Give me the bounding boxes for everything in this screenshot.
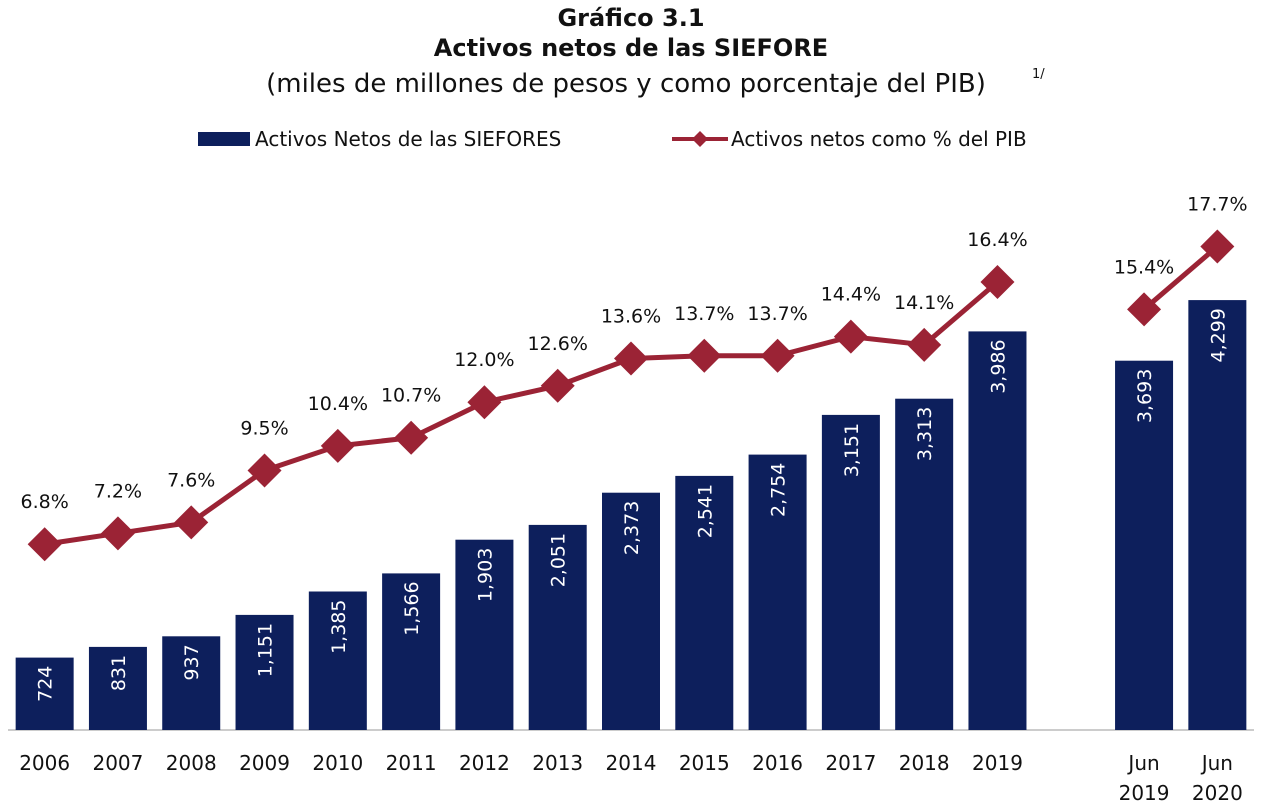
bar-value-label: 3,313 bbox=[914, 407, 936, 461]
bar-value-label: 2,754 bbox=[768, 463, 790, 517]
bar bbox=[88, 646, 147, 730]
line-marker bbox=[247, 453, 282, 488]
chart-title: Gráfico 3.1 bbox=[557, 4, 704, 32]
x-tick-label: 2011 bbox=[386, 751, 437, 775]
chart-subtitle-2: (miles de millones de pesos y como porce… bbox=[266, 69, 986, 99]
bar-value-label: 937 bbox=[181, 644, 203, 680]
line-value-label: 13.6% bbox=[601, 305, 661, 327]
line-marker bbox=[760, 338, 795, 373]
x-tick-label: 2014 bbox=[606, 751, 657, 775]
bar bbox=[748, 454, 807, 730]
line-value-label: 7.6% bbox=[167, 469, 215, 491]
bar bbox=[528, 524, 587, 730]
line-value-label: 10.7% bbox=[381, 385, 441, 407]
legend-swatch bbox=[198, 132, 250, 146]
bar bbox=[1188, 300, 1247, 730]
x-tick-label: 2016 bbox=[752, 751, 803, 775]
bar-value-label: 1,385 bbox=[328, 600, 350, 654]
x-tick-label: 2012 bbox=[459, 751, 510, 775]
line-marker bbox=[174, 505, 209, 540]
bar-value-label: 2,051 bbox=[548, 533, 570, 587]
line-marker bbox=[100, 516, 135, 551]
line-value-label: 9.5% bbox=[240, 417, 288, 439]
x-tick-label: 2015 bbox=[679, 751, 730, 775]
bar bbox=[455, 539, 514, 730]
subtitle-note: 1/ bbox=[1032, 67, 1045, 82]
line-value-label: 17.7% bbox=[1187, 193, 1247, 215]
line-value-label: 15.4% bbox=[1114, 256, 1174, 278]
line-marker bbox=[27, 527, 62, 562]
legend-marker bbox=[692, 131, 708, 147]
bar-value-label: 1,903 bbox=[474, 548, 496, 602]
line-marker bbox=[320, 428, 355, 463]
line-value-label: 13.7% bbox=[674, 303, 734, 325]
bar-value-label: 1,151 bbox=[255, 623, 277, 677]
line-marker bbox=[1127, 292, 1162, 327]
line bbox=[1142, 244, 1219, 312]
x-tick-label: Jun 2019 bbox=[1119, 751, 1170, 805]
bar bbox=[382, 573, 441, 730]
bar-value-label: 2,541 bbox=[694, 484, 716, 538]
line-value-label: 10.4% bbox=[308, 393, 368, 415]
x-tick-label: 2013 bbox=[532, 751, 583, 775]
line-marker bbox=[980, 265, 1015, 299]
bar-value-label: 2,373 bbox=[621, 501, 643, 555]
x-tick-label: 2007 bbox=[92, 751, 143, 775]
line-marker bbox=[467, 385, 502, 420]
legend-label: Activos Netos de las SIEFORES bbox=[255, 127, 561, 151]
x-tick-label: 2019 bbox=[972, 751, 1023, 775]
x-tick-label: 2010 bbox=[312, 751, 363, 775]
bar-value-label: 831 bbox=[108, 655, 130, 691]
bar-value-label: 1,566 bbox=[401, 581, 423, 635]
line-value-label: 16.4% bbox=[967, 229, 1027, 251]
bar-value-label: 724 bbox=[35, 666, 57, 702]
line-marker bbox=[1200, 229, 1235, 264]
bar bbox=[162, 636, 221, 730]
x-tick-label: 2009 bbox=[239, 751, 290, 775]
line-value-label: 14.4% bbox=[821, 284, 881, 306]
line-value-label: 7.2% bbox=[94, 480, 142, 502]
line-marker bbox=[907, 327, 942, 362]
bar bbox=[15, 657, 74, 730]
bar-value-label: 3,693 bbox=[1134, 369, 1156, 423]
line-marker bbox=[687, 338, 722, 373]
bar-value-label: 3,986 bbox=[987, 339, 1009, 393]
x-tick-label: 2017 bbox=[825, 751, 876, 775]
bar bbox=[308, 591, 367, 730]
line-marker bbox=[614, 341, 648, 376]
bar bbox=[1115, 360, 1174, 730]
line-value-label: 12.6% bbox=[528, 333, 588, 355]
line-value-label: 12.0% bbox=[454, 349, 514, 371]
x-tick-label: 2006 bbox=[19, 751, 70, 775]
bar-value-label: 4,299 bbox=[1207, 308, 1229, 362]
bar bbox=[968, 331, 1027, 730]
chart-subtitle: Activos netos de las SIEFORE bbox=[434, 34, 828, 62]
bar bbox=[235, 614, 294, 730]
line-marker bbox=[394, 420, 429, 455]
x-tick-label: 2008 bbox=[166, 751, 217, 775]
bar bbox=[821, 414, 880, 730]
line-marker bbox=[833, 319, 868, 354]
line-value-label: 6.8% bbox=[21, 491, 69, 513]
line-marker bbox=[540, 368, 575, 403]
x-tick-label: Jun 2020 bbox=[1192, 751, 1243, 805]
bar bbox=[675, 475, 734, 730]
bar bbox=[895, 398, 954, 730]
legend-label: Activos netos como % del PIB bbox=[731, 127, 1027, 151]
x-tick-label: 2018 bbox=[899, 751, 950, 775]
line-value-label: 14.1% bbox=[894, 292, 954, 314]
line-value-label: 13.7% bbox=[747, 303, 807, 325]
bar-value-label: 3,151 bbox=[841, 423, 863, 477]
bar bbox=[602, 492, 660, 730]
